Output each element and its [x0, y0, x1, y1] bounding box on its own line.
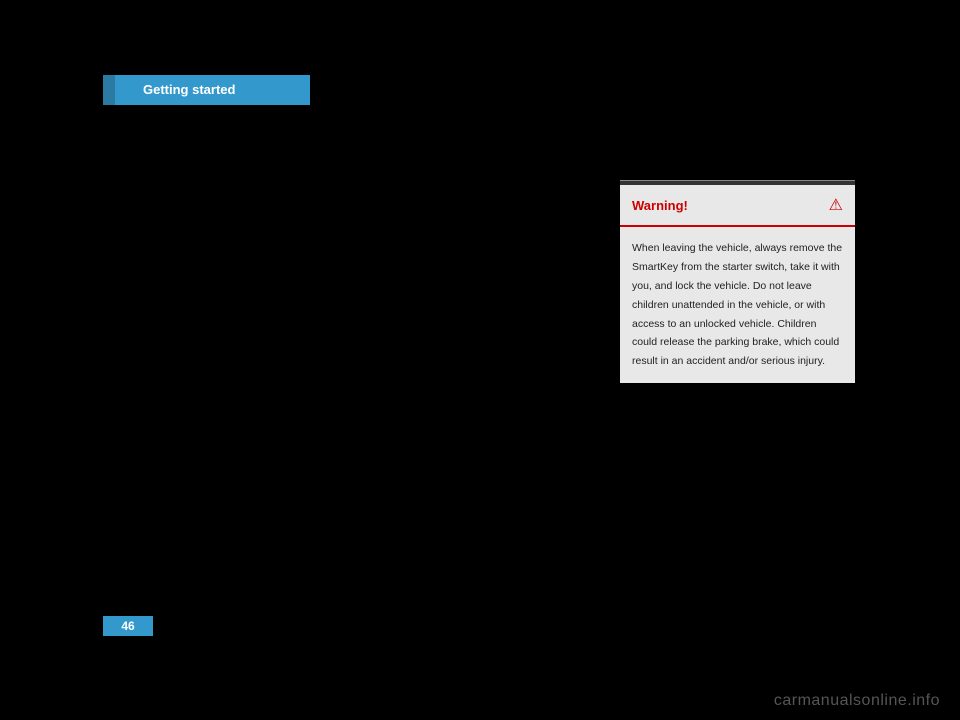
warning-box: Warning! ⚠ When leaving the vehicle, alw… — [620, 180, 855, 383]
warning-header: Warning! ⚠ — [620, 185, 855, 227]
header-tab-label: Getting started — [143, 82, 235, 97]
header-tab-edge — [103, 75, 115, 105]
warning-icon: ⚠ — [829, 195, 843, 215]
page-number-value: 46 — [121, 619, 134, 633]
warning-title: Warning! — [632, 198, 688, 213]
watermark-text: carmanualsonline.info — [774, 692, 940, 709]
page-number: 46 — [103, 616, 153, 636]
warning-body-text: When leaving the vehicle, always remove … — [620, 227, 855, 383]
header-tab: Getting started — [115, 75, 310, 105]
watermark: carmanualsonline.info — [774, 692, 940, 710]
